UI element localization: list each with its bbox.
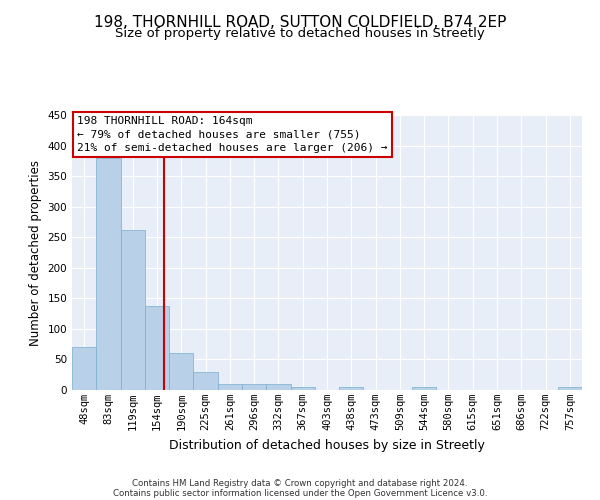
Bar <box>339 387 364 390</box>
Bar <box>96 158 121 390</box>
Y-axis label: Number of detached properties: Number of detached properties <box>29 160 42 346</box>
Bar <box>242 384 266 390</box>
Text: Contains HM Land Registry data © Crown copyright and database right 2024.: Contains HM Land Registry data © Crown c… <box>132 478 468 488</box>
Text: Size of property relative to detached houses in Streetly: Size of property relative to detached ho… <box>115 28 485 40</box>
Bar <box>412 387 436 390</box>
Bar <box>266 384 290 390</box>
Bar <box>193 372 218 390</box>
Text: 198 THORNHILL ROAD: 164sqm
← 79% of detached houses are smaller (755)
21% of sem: 198 THORNHILL ROAD: 164sqm ← 79% of deta… <box>77 116 388 153</box>
Bar <box>290 387 315 390</box>
Bar <box>169 354 193 390</box>
Text: 198, THORNHILL ROAD, SUTTON COLDFIELD, B74 2EP: 198, THORNHILL ROAD, SUTTON COLDFIELD, B… <box>94 15 506 30</box>
Bar <box>218 384 242 390</box>
X-axis label: Distribution of detached houses by size in Streetly: Distribution of detached houses by size … <box>169 438 485 452</box>
Bar <box>558 387 582 390</box>
Bar <box>145 306 169 390</box>
Bar <box>72 347 96 390</box>
Text: Contains public sector information licensed under the Open Government Licence v3: Contains public sector information licen… <box>113 488 487 498</box>
Bar <box>121 230 145 390</box>
